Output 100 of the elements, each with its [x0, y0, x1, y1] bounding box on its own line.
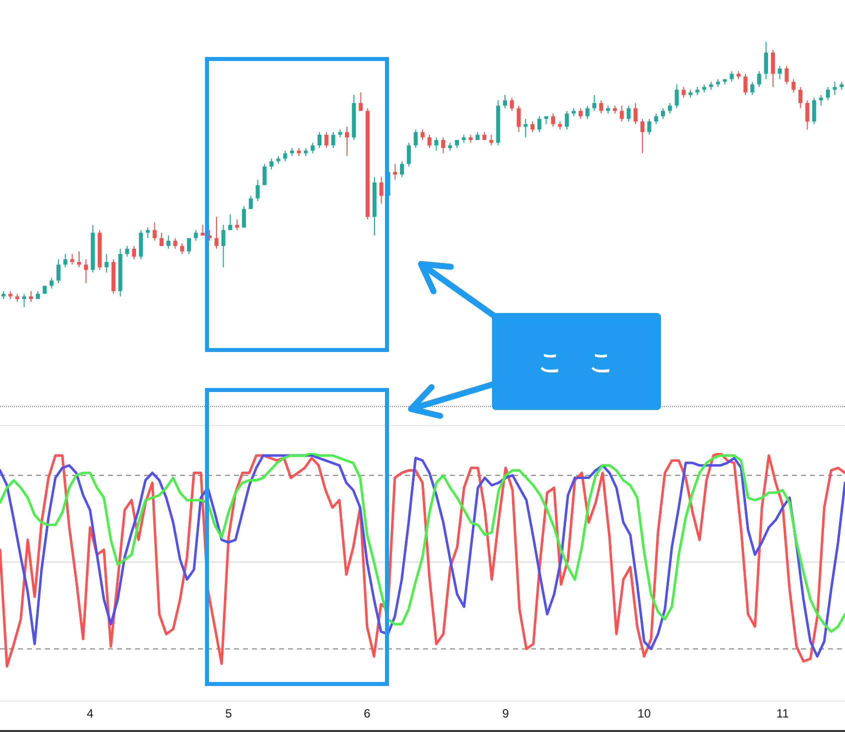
candlestick — [427, 134, 432, 148]
candlestick — [269, 158, 274, 170]
candlestick — [819, 95, 824, 106]
candlestick — [462, 134, 466, 143]
candlestick — [296, 148, 301, 156]
candlestick — [503, 95, 508, 108]
candlestick — [276, 156, 280, 164]
candlestick — [709, 82, 714, 90]
candlestick — [654, 114, 658, 124]
candlestick — [235, 220, 240, 230]
candlestick — [626, 106, 631, 122]
candlestick — [180, 243, 184, 254]
candlestick — [722, 79, 727, 84]
candlestick — [256, 180, 260, 201]
candlestick — [572, 108, 576, 116]
candlestick — [551, 114, 556, 127]
candlestick — [420, 129, 425, 140]
candlestick — [620, 106, 624, 122]
candlestick — [290, 148, 294, 156]
candlestick — [730, 71, 734, 82]
candlestick — [98, 230, 102, 270]
candlestick — [778, 66, 782, 80]
candlestick — [358, 92, 363, 111]
candlestick — [792, 79, 796, 92]
candlestick — [2, 291, 6, 300]
candlestick — [537, 116, 542, 132]
candlestick — [214, 216, 218, 249]
candlestick — [393, 164, 398, 180]
candlestick — [585, 106, 590, 119]
candlestick — [160, 232, 164, 246]
candlestick — [152, 222, 157, 241]
candlestick — [496, 100, 500, 146]
candlestick — [84, 259, 88, 284]
candlestick — [200, 224, 205, 236]
candlestick — [640, 118, 644, 154]
candlestick — [688, 90, 693, 98]
candlestick — [42, 286, 47, 294]
candlestick — [50, 278, 54, 288]
candlestick — [262, 164, 267, 186]
candlestick — [674, 84, 679, 108]
candlestick — [510, 98, 514, 111]
x-tick-label: 11 — [776, 706, 790, 721]
candlestick — [434, 137, 438, 151]
candlestick — [832, 82, 837, 95]
candlestick — [544, 116, 548, 124]
candlestick — [454, 140, 459, 148]
candlestick — [661, 108, 666, 119]
candlestick — [345, 126, 350, 156]
candlestick — [304, 148, 308, 156]
candlestick — [647, 118, 652, 135]
candlestick — [324, 132, 328, 148]
candlestick — [352, 95, 356, 140]
candlestick — [764, 42, 768, 80]
x-tick-label: 6 — [364, 706, 371, 721]
candlestick — [524, 118, 528, 138]
candlestick — [111, 259, 116, 294]
candlestick — [606, 106, 610, 114]
x-tick-label: 10 — [637, 706, 652, 721]
candlestick — [826, 87, 830, 100]
candlestick — [366, 108, 370, 220]
candlestick — [242, 206, 246, 228]
candlestick — [441, 137, 446, 154]
candlestick — [132, 246, 136, 260]
candlestick — [166, 235, 170, 249]
candlestick — [805, 100, 810, 130]
candlestick — [372, 177, 376, 236]
candlestick — [400, 161, 404, 178]
candlestick — [228, 214, 232, 230]
candlestick — [28, 291, 33, 302]
candlestick — [612, 106, 617, 114]
candlestick — [634, 102, 638, 124]
candlestick — [77, 251, 82, 268]
candlestick — [90, 224, 95, 273]
candlestick — [331, 132, 336, 148]
candlestick — [476, 132, 480, 140]
candlestick — [173, 238, 178, 249]
candlestick — [668, 102, 672, 114]
candlestick — [558, 122, 562, 130]
candlestick — [530, 122, 534, 132]
x-tick-label: 5 — [225, 706, 232, 721]
candlestick — [578, 108, 583, 119]
candlestick — [798, 87, 802, 108]
candlestick — [564, 110, 569, 130]
candlestick — [379, 177, 384, 204]
candlestick — [757, 71, 762, 88]
candlestick — [770, 50, 775, 88]
candlestick — [750, 82, 754, 95]
candlestick — [482, 132, 486, 140]
candlestick — [702, 84, 706, 92]
candlestick — [138, 230, 143, 260]
x-tick-label: 4 — [86, 706, 94, 721]
candlestick — [516, 106, 521, 132]
candlestick — [318, 132, 322, 148]
candlestick — [716, 79, 720, 88]
candlestick — [22, 294, 26, 307]
candlestick — [8, 291, 12, 300]
candlestick — [56, 259, 60, 284]
candlestick — [406, 142, 411, 167]
candlestick — [146, 228, 150, 238]
candlestick — [592, 95, 596, 111]
